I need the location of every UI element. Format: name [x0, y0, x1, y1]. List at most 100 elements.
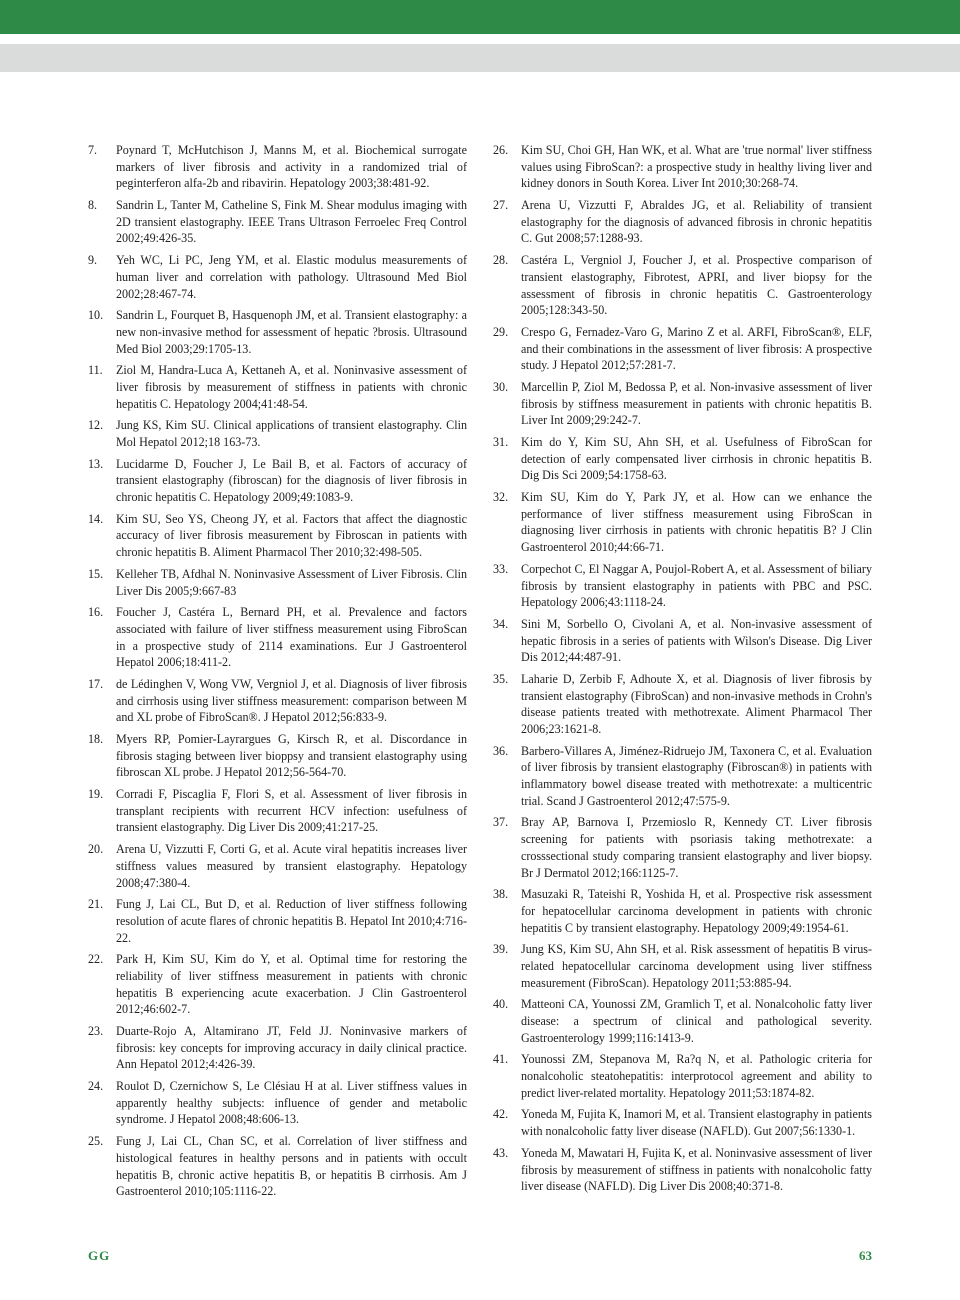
reference-item: 35.Laharie D, Zerbib F, Adhoute X, et al…: [493, 671, 872, 738]
reference-item: 34.Sini M, Sorbello O, Civolani A, et al…: [493, 616, 872, 666]
reference-text: Yeh WC, Li PC, Jeng YM, et al. Elastic m…: [116, 252, 467, 302]
reference-number: 13.: [88, 456, 116, 506]
reference-item: 33.Corpechot C, El Naggar A, Poujol-Robe…: [493, 561, 872, 611]
reference-number: 25.: [88, 1133, 116, 1200]
reference-text: Matteoni CA, Younossi ZM, Gramlich T, et…: [521, 996, 872, 1046]
reference-text: Duarte-Rojo A, Altamirano JT, Feld JJ. N…: [116, 1023, 467, 1073]
reference-text: Sandrin L, Tanter M, Catheline S, Fink M…: [116, 197, 467, 247]
reference-number: 34.: [493, 616, 521, 666]
reference-item: 39.Jung KS, Kim SU, Ahn SH, et al. Risk …: [493, 941, 872, 991]
reference-text: Laharie D, Zerbib F, Adhoute X, et al. D…: [521, 671, 872, 738]
reference-item: 20.Arena U, Vizzutti F, Corti G, et al. …: [88, 841, 467, 891]
reference-item: 17.de Lédinghen V, Wong VW, Vergniol J, …: [88, 676, 467, 726]
reference-text: Ziol M, Handra-Luca A, Kettaneh A, et al…: [116, 362, 467, 412]
reference-number: 24.: [88, 1078, 116, 1128]
reference-item: 9.Yeh WC, Li PC, Jeng YM, et al. Elastic…: [88, 252, 467, 302]
reference-text: Foucher J, Castéra L, Bernard PH, et al.…: [116, 604, 467, 671]
reference-number: 7.: [88, 142, 116, 192]
reference-text: Castéra L, Vergniol J, Foucher J, et al.…: [521, 252, 872, 319]
reference-number: 9.: [88, 252, 116, 302]
reference-item: 8.Sandrin L, Tanter M, Catheline S, Fink…: [88, 197, 467, 247]
reference-number: 23.: [88, 1023, 116, 1073]
reference-item: 40.Matteoni CA, Younossi ZM, Gramlich T,…: [493, 996, 872, 1046]
header-band-grey: [0, 44, 960, 72]
reference-text: Corpechot C, El Naggar A, Poujol-Robert …: [521, 561, 872, 611]
reference-item: 38.Masuzaki R, Tateishi R, Yoshida H, et…: [493, 886, 872, 936]
reference-text: Bray AP, Barnova I, Przemioslo R, Kenned…: [521, 814, 872, 881]
reference-text: Sini M, Sorbello O, Civolani A, et al. N…: [521, 616, 872, 666]
reference-number: 42.: [493, 1106, 521, 1139]
reference-number: 36.: [493, 743, 521, 810]
reference-text: Myers RP, Pomier-Layrargues G, Kirsch R,…: [116, 731, 467, 781]
reference-number: 31.: [493, 434, 521, 484]
reference-text: Poynard T, McHutchison J, Manns M, et al…: [116, 142, 467, 192]
reference-item: 23.Duarte-Rojo A, Altamirano JT, Feld JJ…: [88, 1023, 467, 1073]
reference-item: 29.Crespo G, Fernadez-Varo G, Marino Z e…: [493, 324, 872, 374]
reference-item: 37.Bray AP, Barnova I, Przemioslo R, Ken…: [493, 814, 872, 881]
reference-item: 15.Kelleher TB, Afdhal N. Noninvasive As…: [88, 566, 467, 599]
reference-text: Fung J, Lai CL, But D, et al. Reduction …: [116, 896, 467, 946]
reference-number: 11.: [88, 362, 116, 412]
reference-number: 14.: [88, 511, 116, 561]
reference-text: Arena U, Vizzutti F, Abraldes JG, et al.…: [521, 197, 872, 247]
page-footer: GG 63: [88, 1248, 872, 1264]
reference-text: Jung KS, Kim SU, Ahn SH, et al. Risk ass…: [521, 941, 872, 991]
reference-item: 41.Younossi ZM, Stepanova M, Ra?q N, et …: [493, 1051, 872, 1101]
reference-text: Lucidarme D, Foucher J, Le Bail B, et al…: [116, 456, 467, 506]
reference-item: 19.Corradi F, Piscaglia F, Flori S, et a…: [88, 786, 467, 836]
reference-text: Barbero-Villares A, Jiménez-Ridruejo JM,…: [521, 743, 872, 810]
reference-item: 43.Yoneda M, Mawatari H, Fujita K, et al…: [493, 1145, 872, 1195]
reference-item: 11.Ziol M, Handra-Luca A, Kettaneh A, et…: [88, 362, 467, 412]
reference-number: 39.: [493, 941, 521, 991]
reference-number: 35.: [493, 671, 521, 738]
reference-item: 18.Myers RP, Pomier-Layrargues G, Kirsch…: [88, 731, 467, 781]
reference-item: 10.Sandrin L, Fourquet B, Hasquenoph JM,…: [88, 307, 467, 357]
reference-item: 7.Poynard T, McHutchison J, Manns M, et …: [88, 142, 467, 192]
reference-text: Kim SU, Kim do Y, Park JY, et al. How ca…: [521, 489, 872, 556]
reference-number: 19.: [88, 786, 116, 836]
reference-item: 28.Castéra L, Vergniol J, Foucher J, et …: [493, 252, 872, 319]
reference-number: 28.: [493, 252, 521, 319]
reference-number: 20.: [88, 841, 116, 891]
reference-item: 13.Lucidarme D, Foucher J, Le Bail B, et…: [88, 456, 467, 506]
reference-number: 38.: [493, 886, 521, 936]
reference-item: 22.Park H, Kim SU, Kim do Y, et al. Opti…: [88, 951, 467, 1018]
reference-text: Arena U, Vizzutti F, Corti G, et al. Acu…: [116, 841, 467, 891]
reference-number: 41.: [493, 1051, 521, 1101]
reference-item: 26.Kim SU, Choi GH, Han WK, et al. What …: [493, 142, 872, 192]
references-list: 7.Poynard T, McHutchison J, Manns M, et …: [88, 142, 872, 1202]
reference-item: 30.Marcellin P, Ziol M, Bedossa P, et al…: [493, 379, 872, 429]
reference-text: Jung KS, Kim SU. Clinical applications o…: [116, 417, 467, 450]
footer-logo: GG: [88, 1248, 110, 1264]
reference-text: Corradi F, Piscaglia F, Flori S, et al. …: [116, 786, 467, 836]
page-body: 7.Poynard T, McHutchison J, Manns M, et …: [0, 82, 960, 1300]
reference-number: 32.: [493, 489, 521, 556]
reference-number: 17.: [88, 676, 116, 726]
reference-text: Kim do Y, Kim SU, Ahn SH, et al. Usefuln…: [521, 434, 872, 484]
reference-number: 12.: [88, 417, 116, 450]
reference-number: 22.: [88, 951, 116, 1018]
reference-text: Park H, Kim SU, Kim do Y, et al. Optimal…: [116, 951, 467, 1018]
reference-number: 8.: [88, 197, 116, 247]
reference-item: 36.Barbero-Villares A, Jiménez-Ridruejo …: [493, 743, 872, 810]
reference-item: 25.Fung J, Lai CL, Chan SC, et al. Corre…: [88, 1133, 467, 1200]
reference-text: Kim SU, Seo YS, Cheong JY, et al. Factor…: [116, 511, 467, 561]
reference-item: 32.Kim SU, Kim do Y, Park JY, et al. How…: [493, 489, 872, 556]
reference-item: 16.Foucher J, Castéra L, Bernard PH, et …: [88, 604, 467, 671]
reference-item: 24.Roulot D, Czernichow S, Le Clésiau H …: [88, 1078, 467, 1128]
reference-number: 10.: [88, 307, 116, 357]
reference-item: 14.Kim SU, Seo YS, Cheong JY, et al. Fac…: [88, 511, 467, 561]
reference-text: Marcellin P, Ziol M, Bedossa P, et al. N…: [521, 379, 872, 429]
reference-number: 37.: [493, 814, 521, 881]
reference-number: 15.: [88, 566, 116, 599]
reference-item: 27.Arena U, Vizzutti F, Abraldes JG, et …: [493, 197, 872, 247]
reference-text: Yoneda M, Fujita K, Inamori M, et al. Tr…: [521, 1106, 872, 1139]
header-band-green: [0, 0, 960, 34]
reference-text: Crespo G, Fernadez-Varo G, Marino Z et a…: [521, 324, 872, 374]
reference-text: Yoneda M, Mawatari H, Fujita K, et al. N…: [521, 1145, 872, 1195]
reference-number: 30.: [493, 379, 521, 429]
reference-number: 33.: [493, 561, 521, 611]
reference-item: 42.Yoneda M, Fujita K, Inamori M, et al.…: [493, 1106, 872, 1139]
reference-number: 16.: [88, 604, 116, 671]
reference-number: 26.: [493, 142, 521, 192]
